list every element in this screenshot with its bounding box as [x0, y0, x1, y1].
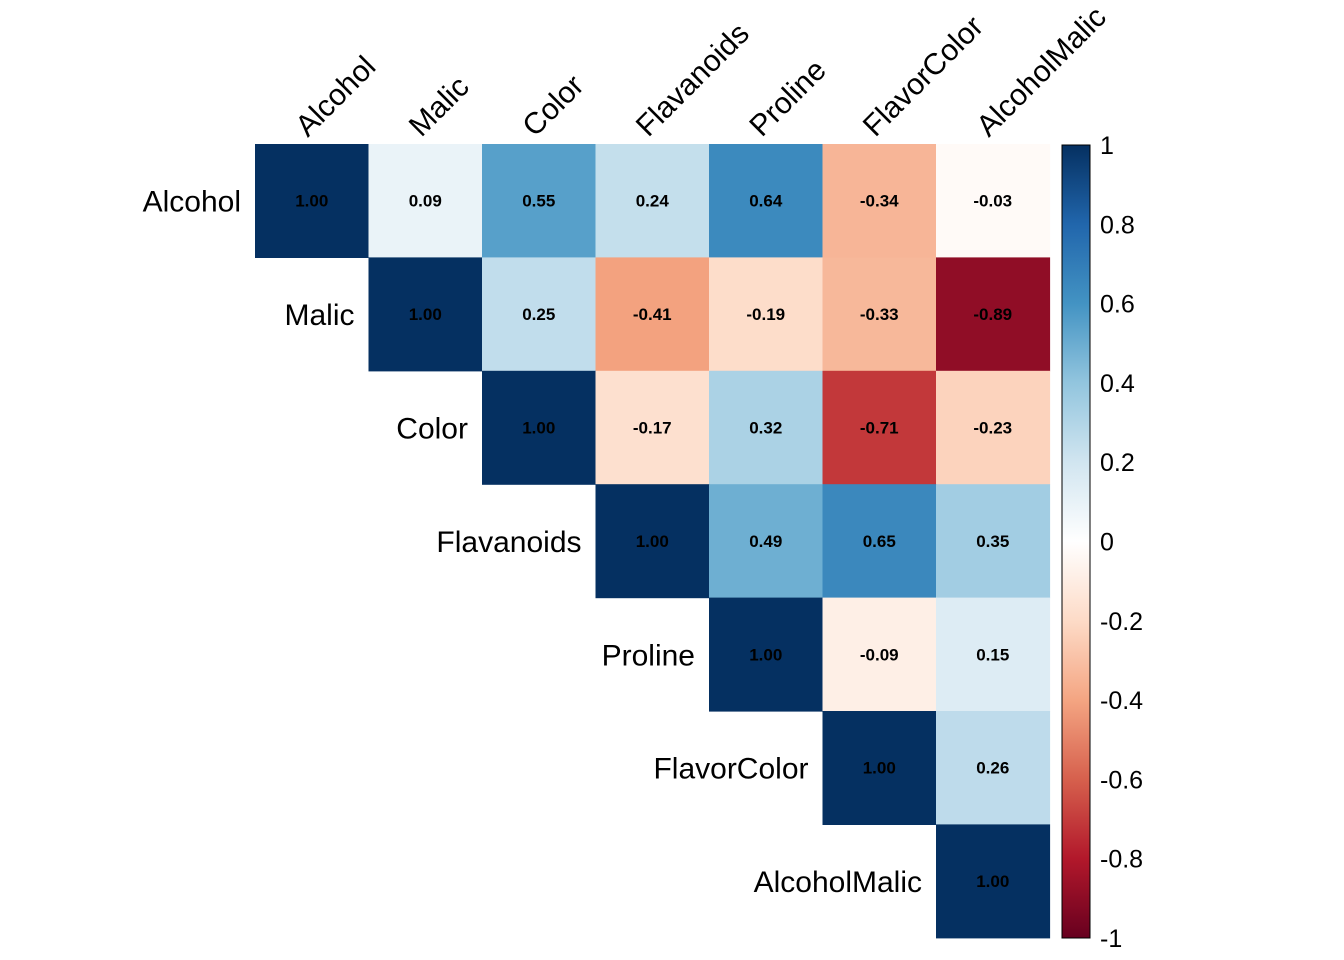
- cell-Color-AlcoholMalic: [936, 370, 1051, 485]
- column-label-flavorcolor: FlavorColor: [857, 10, 990, 143]
- cell-Flavanoids-Flavanoids: [595, 484, 710, 599]
- cell-Alcohol-Color: [482, 144, 597, 258]
- cell-Malic-Color: [482, 257, 597, 372]
- row-label-alcoholmalic: AlcoholMalic: [754, 866, 922, 899]
- cell-Malic-AlcoholMalic: [936, 257, 1051, 372]
- cell-Malic-Flavanoids: [595, 257, 710, 372]
- cell-value-label: 0.26: [976, 759, 1009, 778]
- cell-Flavanoids-AlcoholMalic: [936, 484, 1051, 599]
- column-label-proline: Proline: [743, 54, 832, 143]
- colorbar-tick-label: 0.8: [1100, 211, 1135, 239]
- cell-value-label: -0.23: [973, 419, 1012, 438]
- cell-FlavorColor-AlcoholMalic: [936, 711, 1051, 825]
- cell-value-label: 0.64: [749, 192, 783, 211]
- heatmap-cells: 1.00 0.09 0.55 0.24 0.64 -0.34 -0.03 1.00 0.25 -0…: [255, 144, 1051, 939]
- cell-value-label: 1.00: [409, 305, 442, 324]
- row-label-flavanoids: Flavanoids: [436, 526, 581, 559]
- cell-value-label: 1.00: [976, 872, 1009, 891]
- colorbar-tick-label: -0.8: [1100, 846, 1143, 874]
- column-label-malic: Malic: [403, 70, 476, 143]
- cell-Proline-FlavorColor: [822, 597, 937, 712]
- colorbar-legend: 1 0.8 0.6 0.4 0.2 0 -0.2 -0.4 -0.6 -0.8 -1: [1061, 132, 1143, 953]
- cell-Malic-FlavorColor: [822, 257, 937, 372]
- cell-value-label: -0.34: [860, 192, 899, 211]
- cell-value-label: -0.19: [746, 305, 785, 324]
- colorbar-tick-label: 0.4: [1100, 370, 1135, 398]
- cell-Color-Color: [482, 370, 597, 485]
- cell-value-label: 0.24: [636, 192, 670, 211]
- cell-Color-FlavorColor: [822, 370, 937, 485]
- colorbar-tick-label: -0.6: [1100, 766, 1143, 794]
- cell-value-label: 0.15: [976, 645, 1009, 664]
- cell-value-label: -0.33: [860, 305, 899, 324]
- cell-value-label: 1.00: [522, 419, 555, 438]
- colorbar-tick-label: 0: [1100, 529, 1114, 557]
- cell-value-label: 0.55: [522, 192, 555, 211]
- row-labels: AlcoholMalicColorFlavanoidsProlineFlavor…: [143, 186, 922, 899]
- row-label-alcohol: Alcohol: [143, 186, 241, 219]
- cell-Malic-Proline: [709, 257, 824, 372]
- colorbar-tick-label: -0.2: [1100, 608, 1143, 636]
- cell-Color-Flavanoids: [595, 370, 710, 485]
- colorbar-tick-label: -0.4: [1100, 687, 1143, 715]
- cell-value-label: 0.09: [409, 192, 442, 211]
- row-label-flavorcolor: FlavorColor: [653, 753, 808, 786]
- column-label-color: Color: [516, 69, 590, 143]
- colorbar-gradient: [1061, 144, 1091, 939]
- cell-Malic-Malic: [368, 257, 483, 372]
- cell-value-label: -0.03: [973, 192, 1012, 211]
- cell-value-label: -0.09: [860, 645, 899, 664]
- colorbar-tick-label: -1: [1100, 925, 1122, 953]
- cell-value-label: 0.35: [976, 532, 1009, 551]
- column-label-alcohol: Alcohol: [289, 50, 382, 143]
- cell-value-label: 0.65: [863, 532, 896, 551]
- colorbar-tick-label: 0.2: [1100, 449, 1135, 477]
- cell-value-label: 0.25: [522, 305, 555, 324]
- cell-Proline-AlcoholMalic: [936, 597, 1051, 712]
- cell-value-label: 1.00: [636, 532, 669, 551]
- cell-Proline-Proline: [709, 597, 824, 712]
- cell-Alcohol-Alcohol: [255, 144, 370, 258]
- colorbar-tick-label: 0.6: [1100, 291, 1135, 319]
- row-label-proline: Proline: [602, 639, 695, 672]
- cell-value-label: 1.00: [863, 759, 896, 778]
- cell-value-label: -0.71: [860, 419, 899, 438]
- column-label-flavanoids: Flavanoids: [630, 17, 756, 143]
- cell-Alcohol-Flavanoids: [595, 144, 710, 258]
- cell-value-label: -0.89: [973, 305, 1012, 324]
- column-label-alcoholmalic: AlcoholMalic: [970, 1, 1112, 143]
- cell-value-label: -0.41: [633, 305, 672, 324]
- cell-FlavorColor-FlavorColor: [822, 711, 937, 825]
- cell-value-label: 1.00: [295, 192, 328, 211]
- row-label-malic: Malic: [284, 299, 354, 332]
- cell-AlcoholMalic-AlcoholMalic: [936, 824, 1051, 939]
- cell-Alcohol-Proline: [709, 144, 824, 258]
- cell-value-label: 0.49: [749, 532, 782, 551]
- cell-value-label: 1.00: [749, 645, 782, 664]
- cell-Alcohol-AlcoholMalic: [936, 144, 1051, 258]
- colorbar-tick-label: 1: [1100, 132, 1114, 160]
- cell-Flavanoids-Proline: [709, 484, 824, 599]
- cell-Alcohol-Malic: [368, 144, 483, 258]
- cell-value-label: -0.17: [633, 419, 672, 438]
- row-label-color: Color: [396, 413, 468, 446]
- cell-value-label: 0.32: [749, 419, 782, 438]
- cell-Color-Proline: [709, 370, 824, 485]
- cell-Alcohol-FlavorColor: [822, 144, 937, 258]
- cell-Flavanoids-FlavorColor: [822, 484, 937, 599]
